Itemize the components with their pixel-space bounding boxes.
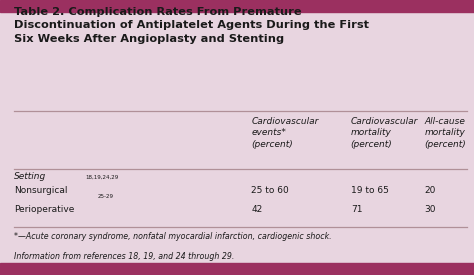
- Text: 25 to 60: 25 to 60: [251, 186, 289, 195]
- Text: Table 2. Complication Rates From Premature
Discontinuation of Antiplatelet Agent: Table 2. Complication Rates From Prematu…: [14, 7, 369, 44]
- Text: Cardiovascular
mortality
(percent): Cardiovascular mortality (percent): [351, 117, 418, 149]
- Text: 25-29: 25-29: [98, 194, 114, 199]
- Text: Cardiovascular
events*
(percent): Cardiovascular events* (percent): [251, 117, 319, 149]
- Text: 19 to 65: 19 to 65: [351, 186, 389, 195]
- Text: Nonsurgical: Nonsurgical: [14, 186, 68, 195]
- Text: Setting: Setting: [14, 172, 46, 181]
- Text: 30: 30: [424, 205, 436, 214]
- Text: 20: 20: [424, 186, 436, 195]
- Text: Perioperative: Perioperative: [14, 205, 74, 214]
- Text: All-cause
mortality
(percent): All-cause mortality (percent): [424, 117, 466, 149]
- Text: 71: 71: [351, 205, 362, 214]
- Text: Information from references 18, 19, and 24 through 29.: Information from references 18, 19, and …: [14, 252, 235, 261]
- Bar: [0, 263, 474, 275]
- Text: 42: 42: [251, 205, 263, 214]
- Text: 18,19,24,29: 18,19,24,29: [85, 175, 118, 180]
- Bar: [0, 0, 474, 12]
- Text: *—Acute coronary syndrome, nonfatal myocardial infarction, cardiogenic shock.: *—Acute coronary syndrome, nonfatal myoc…: [14, 232, 332, 241]
